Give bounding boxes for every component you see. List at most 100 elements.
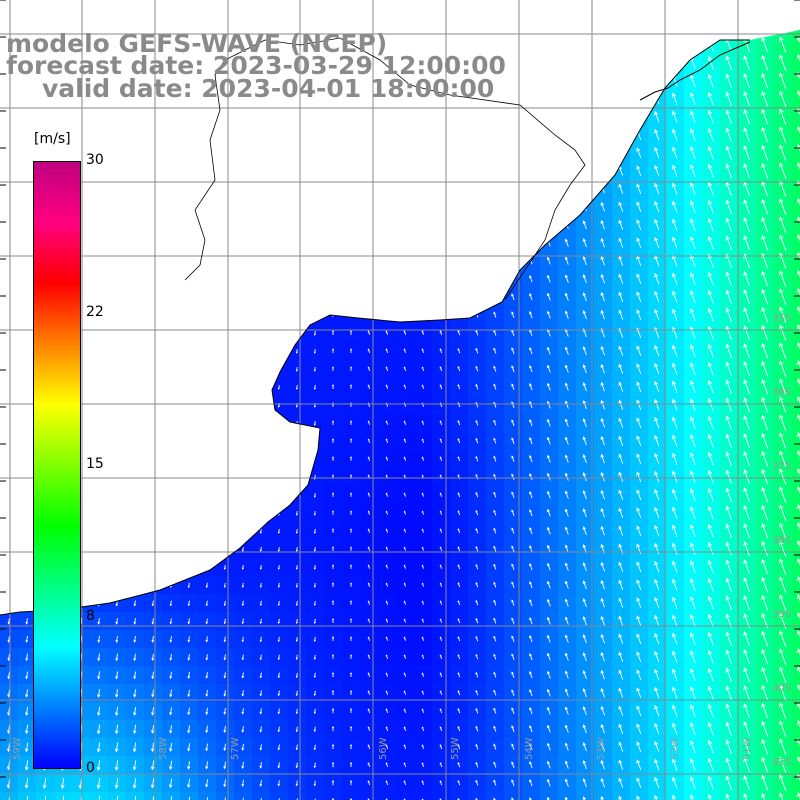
wind-arrow (689, 452, 696, 466)
wind-arrow (439, 330, 443, 336)
wind-arrow (582, 274, 587, 284)
wind-arrow (511, 365, 515, 372)
wind-arrow (493, 365, 497, 372)
wind-arrow (671, 308, 678, 321)
wind-arrow (439, 384, 443, 390)
wind-arrow (313, 384, 316, 390)
wind-arrow (582, 436, 587, 446)
wind-arrow (743, 343, 750, 359)
speed-cell (666, 792, 685, 800)
wind-arrow (671, 452, 678, 465)
lat-label: 41S (772, 757, 792, 768)
speed-cell (396, 792, 415, 800)
speed-cell (558, 792, 577, 800)
wind-arrow (331, 600, 335, 605)
wind-arrow (277, 384, 280, 390)
colorbar-tick-0: 0 (86, 760, 95, 776)
wind-arrow (421, 348, 425, 353)
wind-arrow (349, 438, 353, 443)
wind-arrow (654, 344, 660, 357)
wind-arrow (707, 451, 714, 466)
speed-cell (378, 792, 397, 800)
wind-arrow (707, 397, 714, 412)
speed-cell (234, 792, 253, 800)
wind-arrow (707, 145, 714, 160)
wind-arrow (511, 293, 515, 301)
wind-arrow (725, 73, 732, 88)
wind-arrow (546, 454, 551, 463)
wind-arrow (600, 399, 605, 410)
wind-arrow (475, 347, 479, 354)
wind-arrow (743, 127, 750, 143)
wind-arrow (350, 546, 352, 551)
wind-arrow (707, 325, 714, 340)
wind-arrow (725, 433, 732, 448)
speed-cell (450, 792, 469, 800)
speed-cell (792, 504, 800, 523)
speed-cell (18, 792, 37, 800)
wind-arrow (725, 127, 732, 142)
wind-arrow (350, 564, 352, 569)
wind-arrow (331, 366, 335, 371)
wind-arrow (725, 271, 732, 286)
wind-arrow (761, 306, 769, 323)
wind-arrow (725, 163, 732, 178)
wind-arrow (618, 201, 624, 212)
wind-arrow (689, 164, 696, 178)
wind-arrow (779, 72, 787, 89)
wind-arrow (493, 383, 497, 390)
wind-arrow (707, 199, 714, 214)
wind-arrow (385, 438, 389, 443)
wind-arrow (654, 308, 660, 321)
speed-cell (792, 522, 800, 541)
lon-label: 58W (158, 737, 169, 760)
wind-arrow (618, 363, 624, 374)
wind-arrow (439, 366, 443, 372)
speed-cell (792, 108, 800, 127)
wind-arrow (529, 365, 533, 373)
wind-arrow (331, 636, 335, 642)
wind-arrow (707, 91, 714, 106)
wind-arrow (671, 110, 678, 123)
wind-arrow (529, 311, 533, 319)
wind-arrow (546, 436, 551, 445)
wind-arrow (654, 416, 660, 429)
wind-arrow (779, 396, 787, 413)
wind-arrow (403, 384, 407, 389)
wind-arrow (529, 383, 533, 391)
wind-arrow (636, 399, 642, 411)
wind-arrow (636, 291, 642, 303)
wind-arrow (421, 420, 425, 425)
wind-arrow (475, 419, 479, 426)
lon-label: 52W (670, 737, 681, 760)
speed-cell (468, 792, 487, 800)
wind-arrow (600, 291, 605, 302)
wind-arrow (564, 436, 569, 445)
wind-arrow (564, 238, 569, 247)
speed-cell (90, 792, 109, 800)
speed-cell (792, 558, 800, 577)
wind-arrow (779, 270, 787, 287)
speed-cell (216, 792, 235, 800)
wind-arrow (385, 456, 389, 461)
wind-arrow (743, 271, 750, 287)
speed-cell (324, 792, 343, 800)
wind-arrow (367, 330, 371, 335)
wind-arrow (349, 420, 353, 425)
speed-cell (774, 792, 793, 800)
wind-arrow (600, 345, 605, 356)
speed-cell (522, 792, 541, 800)
wind-arrow (439, 438, 443, 443)
wind-arrow (654, 452, 660, 465)
wind-arrow (707, 181, 714, 196)
wind-arrow (671, 380, 678, 393)
wind-arrow (743, 199, 750, 215)
speed-cell (54, 792, 73, 800)
colorbar-unit: [m/s] (34, 131, 71, 147)
wind-arrow (761, 72, 769, 89)
wind-arrow (779, 432, 787, 449)
wind-arrow (600, 363, 605, 374)
wind-arrow (582, 382, 587, 392)
wind-arrow (582, 346, 587, 356)
wind-arrow (600, 309, 605, 320)
